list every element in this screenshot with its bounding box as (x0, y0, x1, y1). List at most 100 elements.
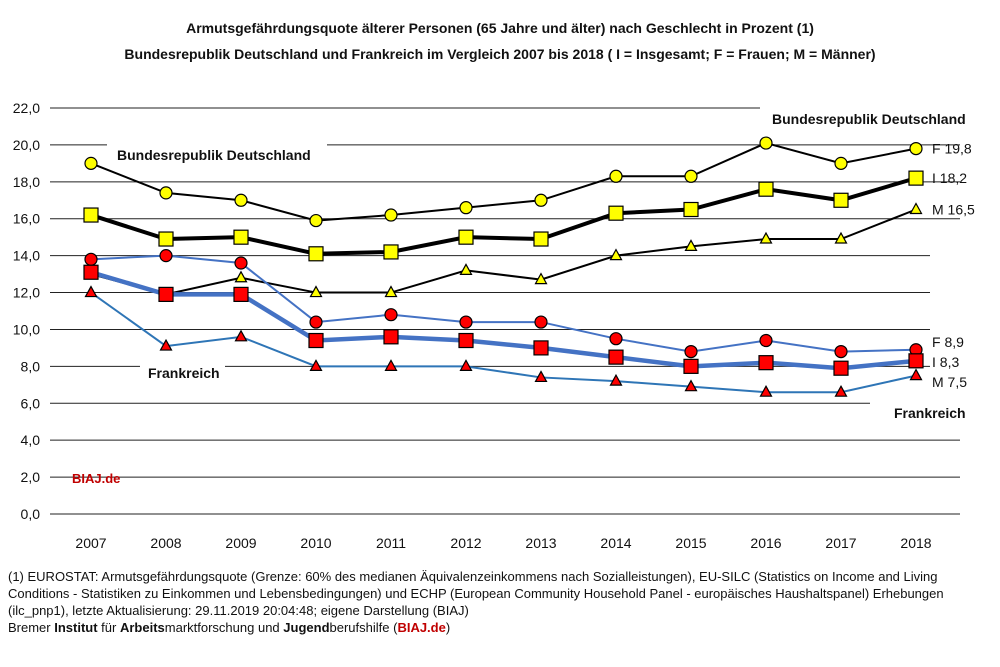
data-point-triangle (309, 285, 323, 298)
x-tick-label: 2015 (675, 535, 706, 551)
data-point-square (683, 201, 699, 218)
data-point-triangle (909, 368, 923, 381)
data-point-square (308, 246, 324, 262)
group-label: Frankreich (148, 365, 220, 381)
label-bg (870, 400, 990, 424)
data-point-square (383, 244, 399, 260)
data-point-circle (84, 156, 98, 170)
data-point-triangle (609, 373, 623, 386)
data-point-triangle (909, 202, 923, 215)
data-point-circle (684, 345, 698, 359)
y-tick-label: 4,0 (21, 432, 41, 448)
series-line (90, 291, 917, 394)
data-point-triangle (459, 359, 473, 371)
footnote-line: (ilc_pnp1), letzte Aktualisierung: 29.11… (8, 603, 469, 618)
credit-line: Bremer Institut für Arbeitsmarktforschun… (8, 620, 451, 635)
data-point-triangle (534, 272, 548, 285)
data-point-triangle (384, 285, 398, 298)
x-tick-label: 2011 (376, 535, 406, 551)
data-point-circle (384, 308, 398, 322)
data-point-triangle (834, 231, 848, 244)
data-point-square (608, 349, 624, 365)
data-point-square (458, 332, 474, 349)
series-end-label: F 8,9 (932, 334, 964, 350)
y-tick-label: 0,0 (21, 506, 41, 522)
data-point-square (908, 353, 924, 369)
data-point-square (233, 286, 249, 302)
data-point-triangle (84, 285, 98, 298)
y-tick-label: 16,0 (13, 211, 40, 227)
data-point-triangle (384, 359, 398, 371)
data-point-triangle (684, 379, 698, 392)
data-point-circle (534, 193, 548, 207)
data-point-circle (909, 142, 923, 156)
data-point-triangle (159, 338, 173, 351)
data-point-circle (234, 193, 248, 207)
y-tick-label: 8,0 (21, 358, 41, 374)
label-bg (140, 360, 225, 382)
x-tick-label: 2018 (900, 535, 931, 551)
data-point-circle (159, 186, 173, 200)
label-bg (930, 240, 1000, 400)
data-point-square (833, 360, 849, 376)
y-tick-label: 6,0 (21, 395, 41, 411)
biaj-link[interactable]: BIAJ.de (397, 620, 446, 635)
label-bg (760, 100, 990, 130)
data-point-square (308, 332, 324, 349)
series-line (90, 254, 917, 353)
data-point-circle (609, 332, 623, 346)
data-point-square (758, 355, 774, 371)
group-label: Frankreich (894, 405, 966, 421)
data-point-triangle (234, 329, 248, 342)
series-line (90, 208, 917, 296)
data-point-circle (159, 249, 173, 263)
footnote-line: (1) EUROSTAT: Armutsgefährdungsquote (Gr… (8, 569, 938, 584)
data-point-square (683, 358, 699, 374)
line-chart: 0,0 2,0 4,0 6,0 8,0 10,0 12,0 14,0 16,0 18,0 20,0 2… (12, 100, 1000, 551)
data-point-triangle (834, 384, 848, 397)
data-point-circle (234, 256, 248, 270)
y-tick-label: 14,0 (13, 248, 40, 264)
data-point-square (758, 181, 774, 197)
data-point-circle (534, 315, 548, 329)
data-point-circle (384, 208, 398, 222)
data-point-circle (834, 345, 848, 359)
data-point-circle (759, 136, 773, 150)
data-point-circle (459, 201, 473, 215)
data-point-triangle (759, 384, 773, 397)
x-tick-label: 2009 (225, 535, 256, 551)
data-point-square (233, 229, 249, 245)
group-label: Bundesrepublik Deutschland (117, 147, 311, 163)
data-point-circle (84, 252, 98, 266)
x-tick-label: 2013 (525, 535, 556, 551)
data-point-square (158, 231, 174, 247)
y-tick-label: 22,0 (13, 100, 40, 116)
footnote-line: Conditions - Statistiken zu Einkommen un… (8, 586, 944, 601)
chart-title-line2: Bundesrepublik Deutschland und Frankreic… (124, 46, 876, 62)
series-end-label: I 8,3 (932, 354, 959, 370)
y-tick-label: 12,0 (13, 285, 40, 301)
data-point-circle (684, 169, 698, 183)
data-point-triangle (609, 248, 623, 261)
data-point-square (533, 340, 549, 356)
y-tick-label: 2,0 (21, 469, 41, 485)
group-label: Bundesrepublik Deutschland (772, 111, 966, 127)
data-point-triangle (759, 231, 773, 244)
y-tick-label: 18,0 (13, 174, 40, 190)
series-end-label: M 16,5 (932, 202, 975, 218)
data-point-square (83, 207, 99, 223)
data-point-circle (309, 213, 323, 228)
series-end-label: F 19,8 (932, 141, 972, 157)
data-point-circle (834, 156, 848, 170)
watermark-biaj: BIAJ.de (72, 471, 120, 486)
footnote: (1) EUROSTAT: Armutsgefährdungsquote (Gr… (8, 568, 998, 636)
y-tick-label: 20,0 (13, 137, 40, 153)
x-tick-label: 2017 (825, 535, 856, 551)
series-line (90, 270, 917, 371)
x-tick-label: 2008 (150, 535, 181, 551)
x-tick-label: 2010 (300, 535, 331, 551)
series-end-label: I 18,2 (932, 170, 967, 186)
data-point-square (908, 170, 924, 186)
y-tick-label: 10,0 (13, 321, 40, 337)
